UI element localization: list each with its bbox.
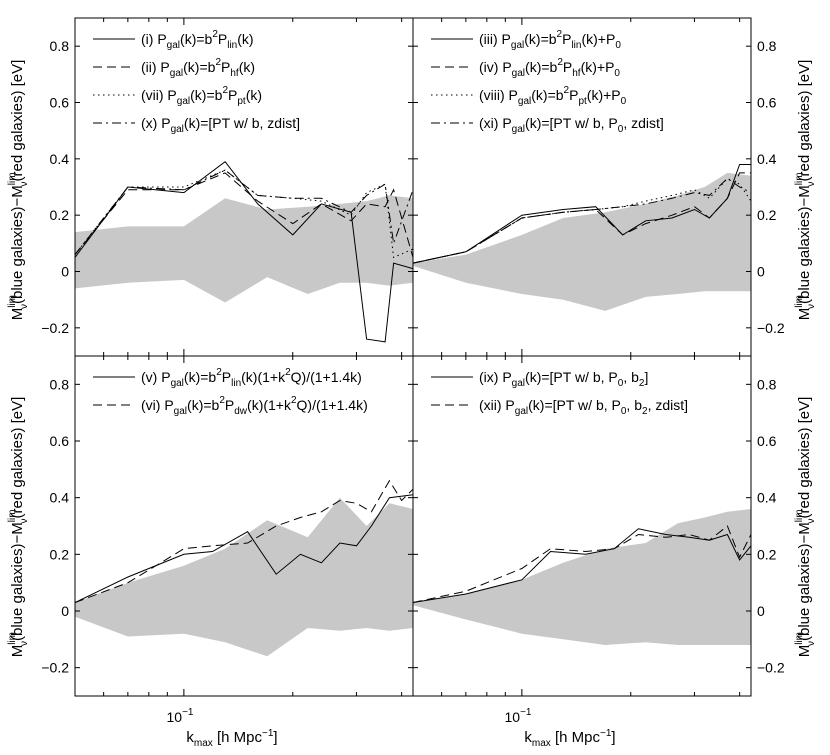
legend-entry-label: (i) Pgal(k)=b2Plin(k): [141, 29, 254, 51]
legend-entry-label: (xi) Pgal(k)=[PT w/ b, P0, zdist]: [479, 115, 664, 135]
ytick-label: 0.4: [50, 151, 70, 167]
ytick-label: 0.4: [757, 490, 777, 506]
legend-entry-label: (vi) Pgal(k)=b2Pdw(k)(1+k2Q)/(1+1.4k): [141, 395, 368, 417]
legend-entry-label: (ix) Pgal(k)=[PT w/ b, P0, b2]: [479, 369, 648, 389]
ytick-label: 0: [757, 264, 765, 280]
legend-entry-label: (v) Pgal(k)=b2Plin(k)(1+k2Q)/(1+1.4k): [141, 367, 362, 389]
legend-entry-label: (ii) Pgal(k)=b2Phf(k): [141, 57, 255, 79]
ytick-label: −0.2: [41, 660, 69, 676]
legend-entry-label: (xii) Pgal(k)=[PT w/ b, P0, b2, zdist]: [479, 397, 688, 417]
error-band: [75, 195, 413, 303]
error-band: [413, 172, 751, 311]
series-line-ii: [75, 172, 413, 258]
ytick-label: 0.6: [50, 95, 70, 111]
ytick-label: 0.8: [757, 38, 777, 54]
ylabel-right-bottom: Mlimν(blue galaxies)−Mlimν(red galaxies)…: [794, 397, 817, 658]
panel-bottom-left: −0.2 0 0.2 0.4 0.6 0.8 (v) Pgal(k)=b2Plin(k)(1…: [41, 355, 414, 697]
ylabel-left-bottom: Mlimν(blue galaxies)−Mlimν(red galaxies)…: [7, 397, 30, 658]
ytick-label: 0: [61, 264, 69, 280]
ytick-label: 0.4: [50, 490, 70, 506]
series-line-v: [75, 494, 413, 603]
ytick-label: 0.6: [757, 95, 777, 111]
ytick-label: 0.8: [50, 376, 70, 392]
series-line-ix: [413, 528, 751, 603]
series-line-i: [75, 161, 413, 343]
ytick-label: −0.2: [757, 320, 785, 336]
series-line-xi: [413, 177, 751, 264]
legend-entry-label: (vii) Pgal(k)=b2Ppt(k): [141, 85, 262, 107]
legend: (ix) Pgal(k)=[PT w/ b, P0, b2] (xii) Pgal…: [431, 369, 688, 417]
ytick-label: −0.2: [757, 660, 785, 676]
panel-top-right: −0.2 0 0.2 0.4 0.6 0.8 (iii) Pgal(k)=b2Plin(k)…: [412, 17, 785, 357]
legend-entry-label: (viii) Pgal(k)=b2Ppt(k)+P0: [479, 85, 627, 107]
ylabel-right-top: Mlimν(blue galaxies)−Mlimν(red galaxies)…: [794, 60, 817, 321]
error-band: [413, 509, 751, 645]
panel-top-left: −0.200.20.40.60.8 (i) Pgal(k)=b2Plin(k)(i…: [41, 17, 414, 357]
series-line-x: [75, 169, 413, 255]
ytick-label: 0.6: [50, 433, 70, 449]
ytick-label: 0.4: [757, 151, 777, 167]
legend: (v) Pgal(k)=b2Plin(k)(1+k2Q)/(1+1.4k) (vi…: [93, 367, 368, 417]
xtick-label-left: 10−1: [167, 707, 194, 725]
ytick-label: 0: [757, 603, 765, 619]
ytick-label: 0.2: [757, 207, 777, 223]
legend-entry-label: (iii) Pgal(k)=b2Plin(k)+P0: [479, 29, 621, 51]
legend: (iii) Pgal(k)=b2Plin(k)+P0 (iv) Pgal(k)=b…: [431, 29, 664, 135]
series-line-vi: [75, 479, 413, 603]
ytick-label: 0: [61, 603, 69, 619]
ytick-label: −0.2: [41, 320, 69, 336]
panel-bottom-right: −0.2 0 0.2 0.4 0.6 0.8 (ix) Pgal(k)=[PT w/ b, …: [412, 355, 785, 697]
ytick-label: 0.2: [50, 546, 70, 562]
legend: (i) Pgal(k)=b2Plin(k) (ii) Pgal(k)=b2Phf(…: [93, 29, 300, 135]
ytick-label: 0.2: [757, 546, 777, 562]
legend-entry-label: (x) Pgal(k)=[PT w/ b, zdist]: [141, 115, 300, 135]
ylabel-left-top: Mlimν(blue galaxies)−Mlimν(red galaxies)…: [7, 60, 30, 321]
error-band: [75, 497, 413, 657]
ytick-label: 0.6: [757, 433, 777, 449]
ytick-label: 0.8: [50, 38, 70, 54]
xtick-label-right: 10−1: [505, 707, 532, 725]
axes-frame: [412, 355, 752, 697]
ytick-label: 0.2: [50, 207, 70, 223]
xlabel-left: kmax [h Mpc−1]: [186, 728, 277, 749]
ytick-label: 0.8: [757, 376, 777, 392]
series-line-xii: [413, 525, 751, 603]
legend-entry-label: (iv) Pgal(k)=b2Phf(k)+P0: [479, 57, 620, 79]
xlabel-right: kmax [h Mpc−1]: [524, 728, 615, 749]
